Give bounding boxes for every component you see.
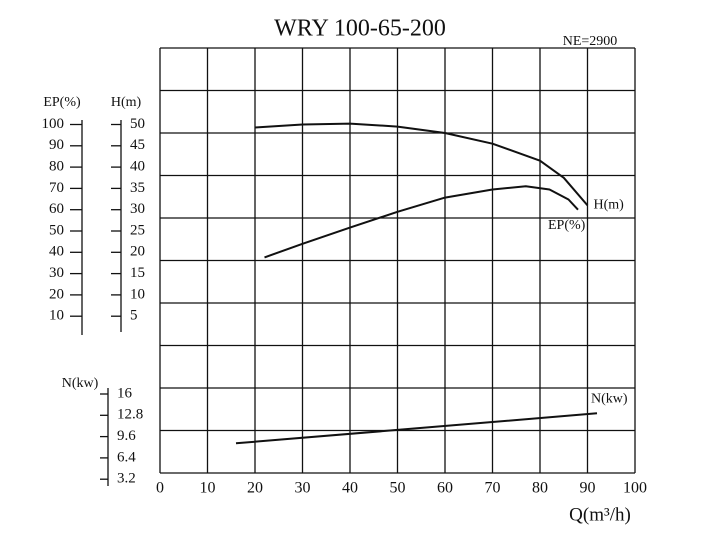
y-axis-label: H(m) xyxy=(111,95,142,110)
y-tick-label: 5 xyxy=(130,308,138,324)
series-label: N(kw) xyxy=(591,392,628,407)
x-tick-label: 90 xyxy=(580,480,596,497)
curve xyxy=(264,185,579,259)
y-tick-label: 15 xyxy=(130,265,145,281)
y-tick-label: 20 xyxy=(130,244,145,260)
x-tick-label: 20 xyxy=(247,480,263,497)
x-tick-label: 30 xyxy=(295,480,311,497)
y-tick-label: 50 xyxy=(130,116,145,132)
y-tick-label: 80 xyxy=(49,159,64,175)
y-tick-label: 9.6 xyxy=(117,428,136,444)
curve xyxy=(235,412,598,445)
x-tick-label: 70 xyxy=(485,480,501,497)
x-tick-label: 10 xyxy=(200,480,216,497)
y-tick-label: 100 xyxy=(42,116,65,132)
y-tick-label: 30 xyxy=(49,265,64,281)
y-tick-label: 40 xyxy=(130,159,145,175)
series-label: EP(%) xyxy=(548,218,586,233)
series-label: H(m) xyxy=(594,198,625,213)
y-tick-label: 3.2 xyxy=(117,471,136,487)
y-tick-label: 16 xyxy=(117,385,133,401)
y-tick-label: 10 xyxy=(49,308,64,324)
chart-subtitle: NE=2900 xyxy=(563,34,618,49)
y-tick-label: 35 xyxy=(130,180,145,196)
y-tick-label: 10 xyxy=(130,286,145,302)
y-axis-label: EP(%) xyxy=(43,95,81,110)
x-tick-label: 50 xyxy=(390,480,406,497)
x-tick-label: 100 xyxy=(623,480,647,497)
y-tick-label: 70 xyxy=(49,180,64,196)
x-tick-label: 60 xyxy=(437,480,453,497)
curve xyxy=(254,122,589,207)
y-tick-label: 12.8 xyxy=(117,407,143,423)
y-tick-label: 50 xyxy=(49,222,64,238)
y-tick-label: 30 xyxy=(130,201,145,217)
x-tick-label: 0 xyxy=(156,480,164,497)
y-tick-label: 45 xyxy=(130,137,145,153)
chart-title: WRY 100-65-200 xyxy=(274,16,446,42)
x-tick-label: 80 xyxy=(532,480,548,497)
x-axis-label: Q(m³/h) xyxy=(569,504,631,525)
y-tick-label: 6.4 xyxy=(117,449,136,465)
y-tick-label: 20 xyxy=(49,286,64,302)
y-axis-label: N(kw) xyxy=(62,376,99,391)
y-tick-label: 60 xyxy=(49,201,64,217)
y-tick-label: 40 xyxy=(49,244,64,260)
y-tick-label: 25 xyxy=(130,222,145,238)
x-tick-label: 40 xyxy=(342,480,358,497)
y-tick-label: 90 xyxy=(49,137,64,153)
